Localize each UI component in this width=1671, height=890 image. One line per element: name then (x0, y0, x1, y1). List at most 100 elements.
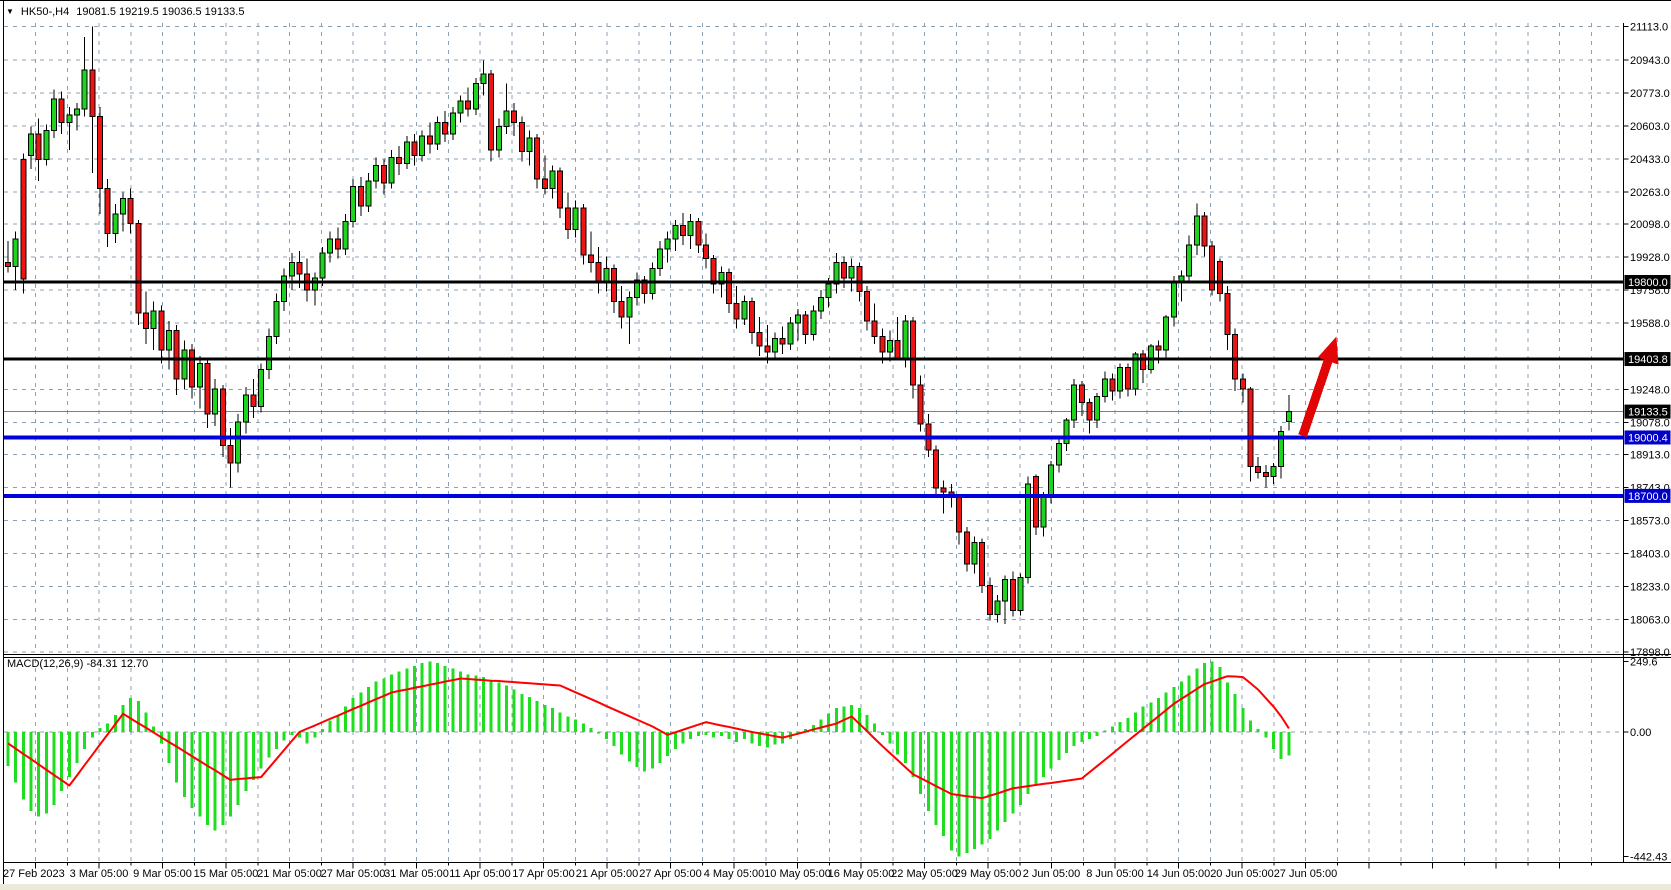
candle-bearish (910, 320, 917, 386)
macd-histogram-bar (405, 668, 409, 732)
macd-histogram-bar (880, 732, 884, 735)
macd-histogram-bar (1133, 712, 1137, 732)
candle-bearish (204, 363, 211, 415)
macd-histogram-bar (1187, 675, 1191, 732)
candle-bearish (158, 310, 165, 351)
macd-axis-label: 249.6 (1630, 657, 1658, 669)
macd-histogram-bar (934, 732, 938, 825)
candle-bullish (1094, 396, 1101, 421)
candle-bullish (1063, 419, 1070, 444)
candle-bullish (403, 141, 410, 164)
macd-signal-line (7, 675, 1290, 800)
macd-histogram-bar (1218, 667, 1222, 732)
macd-histogram-bar (1180, 681, 1184, 732)
macd-histogram-bar (459, 671, 463, 732)
candle-bullish (112, 213, 119, 234)
ohlc-readout: 19081.5 19219.5 19036.5 19133.5 (76, 6, 245, 18)
macd-histogram-bar (1256, 729, 1260, 732)
macd-histogram-bar (612, 732, 616, 747)
macd-histogram-bar (75, 732, 79, 763)
macd-histogram-bar (681, 732, 685, 744)
candle-bullish (971, 542, 978, 565)
candle-bearish (250, 394, 257, 407)
macd-histogram-bar (1057, 732, 1061, 761)
candle-bearish (1086, 402, 1093, 421)
candle-bearish (104, 188, 111, 234)
candle-bearish (871, 320, 878, 337)
candle-bullish (457, 100, 464, 114)
macd-histogram-bar (1118, 722, 1122, 732)
macd-histogram-bar (1087, 732, 1091, 740)
macd-histogram-bar (551, 708, 555, 732)
macd-histogram-bar (834, 708, 838, 732)
macd-histogram-bar (1249, 720, 1253, 732)
date-axis-label: 3 Mar 05:00 (70, 868, 129, 880)
price-axis-label: 21113.0 (1630, 22, 1668, 34)
macd-histogram-bar (474, 675, 478, 732)
macd-histogram-bar (850, 705, 854, 732)
macd-histogram-bar (182, 732, 186, 797)
macd-histogram-bar (60, 732, 64, 792)
candle-bearish (488, 73, 495, 151)
candle-bullish (472, 83, 479, 110)
macd-histogram-bar (673, 732, 677, 749)
candle-bullish (887, 339, 894, 353)
macd-histogram-bar (658, 732, 662, 763)
candle-bearish (879, 335, 886, 353)
price-tag-label: 19403.8 (1628, 354, 1668, 366)
macd-histogram-bar (1203, 662, 1207, 732)
macd-histogram-bar (251, 732, 255, 780)
candle-bearish (610, 267, 617, 302)
macd-histogram-bar (366, 686, 370, 732)
price-axis-label: 19078.0 (1630, 417, 1670, 429)
macd-histogram-bar (750, 732, 754, 744)
macd-histogram-bar (1126, 717, 1130, 732)
candle-bullish (1071, 384, 1078, 421)
candle-bullish (1186, 244, 1193, 277)
candle-bullish (718, 271, 725, 285)
candle-bullish (741, 300, 748, 320)
price-axis-label: 20773.0 (1630, 88, 1670, 100)
candle-bullish (43, 129, 50, 161)
macd-histogram-bar (543, 705, 547, 732)
macd-histogram-bar (535, 701, 539, 732)
macd-histogram-bar (313, 732, 317, 738)
macd-histogram-bar (949, 732, 953, 851)
macd-indicator-label: MACD(12,26,9) -84.31 12.70 (7, 658, 149, 670)
candle-bullish (795, 314, 802, 324)
macd-histogram-bar (1226, 682, 1230, 732)
macd-histogram-bar (305, 732, 309, 744)
macd-histogram-bar (942, 732, 946, 837)
candle-bullish (74, 108, 81, 116)
candle-bullish (994, 600, 1001, 615)
symbol-dropdown-icon[interactable]: ▼ (6, 7, 14, 16)
macd-histogram-bar (244, 732, 248, 792)
candle-bearish (465, 100, 472, 110)
price-tag-19800.0 (1624, 275, 1671, 289)
candle-bullish (273, 300, 280, 337)
candle-bearish (1009, 578, 1016, 612)
candle-bullish (81, 69, 88, 110)
candle-bearish (135, 223, 142, 314)
price-axis-label: 18573.0 (1630, 516, 1670, 528)
candle-bearish (764, 345, 771, 353)
macd-histogram-bar (1279, 732, 1283, 759)
macd-histogram-bar (704, 732, 708, 735)
candle-bearish (1209, 245, 1216, 291)
candle-bearish (733, 302, 740, 320)
candle-bearish (564, 207, 571, 231)
candle-bearish (864, 291, 871, 322)
price-axis-label: 18913.0 (1630, 449, 1670, 461)
macd-histogram-bar (627, 732, 631, 762)
macd-histogram-bar (597, 732, 601, 734)
candle-bullish (526, 137, 533, 153)
candle-bullish (288, 262, 295, 277)
candle-bullish (1048, 464, 1055, 497)
macd-histogram-bar (620, 732, 624, 755)
macd-histogram-bar (274, 732, 278, 749)
macd-histogram-bar (297, 732, 301, 738)
candle-bearish (1216, 261, 1223, 295)
macd-histogram-bar (136, 701, 140, 732)
date-axis-label: 16 May 05:00 (828, 868, 895, 880)
candle-bullish (1055, 442, 1062, 466)
